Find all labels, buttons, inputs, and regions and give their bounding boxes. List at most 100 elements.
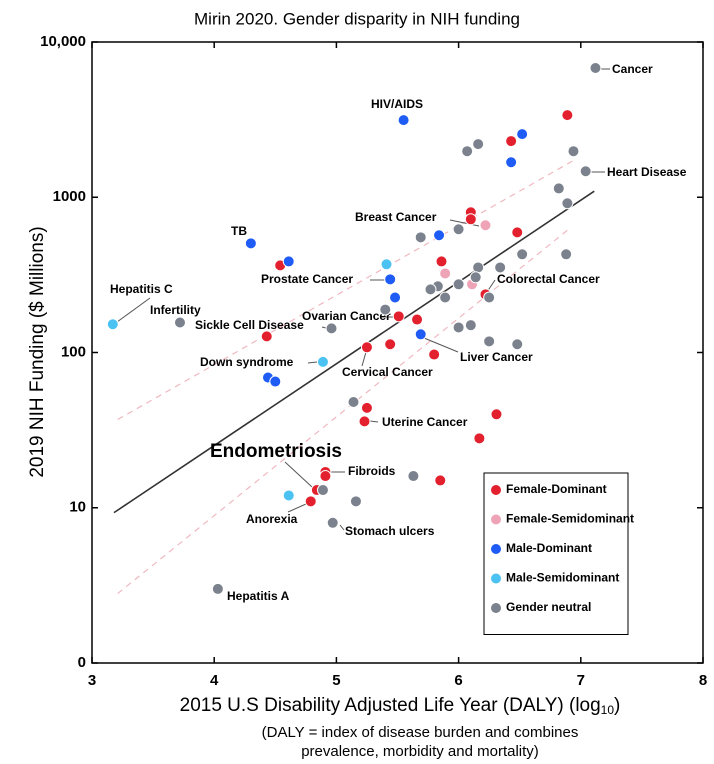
x-axis-label-sub: 10 <box>601 703 615 717</box>
x-tick-label: 5 <box>332 672 340 689</box>
annotation: Heart Disease <box>607 165 687 179</box>
data-point <box>433 229 446 242</box>
data-point <box>479 219 492 232</box>
x-axis-label-end: ) <box>614 695 620 716</box>
data-point <box>282 255 295 268</box>
data-point <box>483 291 496 304</box>
annotation: Endometriosis <box>210 441 342 462</box>
data-point <box>439 291 452 304</box>
data-point <box>316 355 329 368</box>
y-tick-label: 10,000 <box>40 33 86 50</box>
data-point <box>244 237 257 250</box>
annotation: Cervical Cancer <box>342 365 433 379</box>
data-point <box>325 322 338 335</box>
x-tick-label: 8 <box>699 672 707 689</box>
note-line: (DALY = index of disease burden and comb… <box>262 724 579 741</box>
data-point <box>472 138 485 151</box>
legend-label: Gender neutral <box>506 600 591 614</box>
data-point <box>473 432 486 445</box>
data-point <box>316 484 329 497</box>
x-axis-label-main: 2015 U.S Disability Adjusted Life Year (… <box>180 695 601 716</box>
y-axis-label: 2019 NIH Funding ($ Millions) <box>27 226 48 477</box>
annotation: HIV/AIDS <box>371 97 423 111</box>
legend-swatch <box>490 602 502 614</box>
data-point <box>106 318 119 331</box>
leader-line <box>449 219 480 227</box>
data-point <box>452 321 465 334</box>
x-tick-label: 4 <box>210 672 219 689</box>
confidence-band <box>117 226 572 595</box>
data-point <box>434 474 447 487</box>
annotation: Prostate Cancer <box>261 272 353 286</box>
data-point <box>411 313 424 326</box>
note-line: prevalence, morbidity and mortality) <box>301 743 539 760</box>
confidence-band <box>117 158 577 421</box>
data-point <box>358 415 371 428</box>
legend-swatch <box>490 543 502 555</box>
data-point <box>282 489 295 502</box>
leader-line <box>361 351 367 367</box>
data-point <box>360 401 373 414</box>
data-point <box>511 338 524 351</box>
annotation: Hepatitis C <box>110 282 173 296</box>
annotation: Hepatitis A <box>227 589 290 603</box>
annotation: Down syndrome <box>200 355 294 369</box>
trend-line <box>113 190 595 514</box>
data-point <box>326 516 339 529</box>
data-point <box>461 145 474 158</box>
annotation: Sickle Cell Disease <box>195 318 304 332</box>
legend-swatch <box>490 484 502 496</box>
data-point <box>511 226 524 239</box>
legend-swatch <box>490 572 502 585</box>
annotation: Colorectal Cancer <box>497 272 600 286</box>
data-point <box>384 273 397 286</box>
chart-title: Mirin 2020. Gender disparity in NIH fund… <box>194 9 520 28</box>
data-point <box>469 271 482 284</box>
data-point <box>472 261 485 274</box>
leader-line <box>339 524 345 531</box>
data-point <box>428 348 441 361</box>
data-point <box>567 145 580 158</box>
annotation: Cancer <box>612 62 653 76</box>
data-point <box>552 182 565 195</box>
data-point <box>380 258 393 271</box>
y-tick-label: 1000 <box>53 188 86 205</box>
annotation: Fibroids <box>348 464 396 478</box>
annotation: Uterine Cancer <box>382 415 468 429</box>
data-point <box>414 328 427 341</box>
leader-line <box>307 361 318 364</box>
annotation: Stomach ulcers <box>345 524 435 538</box>
data-point <box>424 283 437 296</box>
leader-line <box>321 326 327 329</box>
data-point <box>560 248 573 261</box>
data-point <box>319 470 332 483</box>
data-point <box>561 197 574 210</box>
data-point <box>349 495 362 508</box>
x-axis-label: 2015 U.S Disability Adjusted Life Year (… <box>180 695 621 717</box>
legend-swatch <box>490 513 502 526</box>
data-point <box>579 165 592 178</box>
data-point <box>490 408 503 421</box>
data-point <box>483 335 496 348</box>
data-point <box>360 341 373 354</box>
legend-label: Male-Dominant <box>506 541 592 555</box>
legend-label: Male-Semidominant <box>506 571 619 585</box>
leader-line <box>369 420 379 423</box>
data-point <box>269 375 282 388</box>
data-point <box>384 338 397 351</box>
x-tick-label: 3 <box>88 672 96 689</box>
data-point <box>397 114 410 127</box>
y-tick-label: 100 <box>61 343 86 360</box>
legend-box <box>483 472 629 635</box>
x-tick-label: 7 <box>577 672 585 689</box>
leader-line <box>116 297 151 323</box>
data-point <box>389 291 402 304</box>
data-point <box>414 231 427 244</box>
data-point <box>439 267 452 280</box>
data-point <box>347 395 360 408</box>
data-point <box>173 316 186 329</box>
annotation: TB <box>231 224 247 238</box>
data-point <box>505 156 518 169</box>
data-point <box>211 582 224 595</box>
